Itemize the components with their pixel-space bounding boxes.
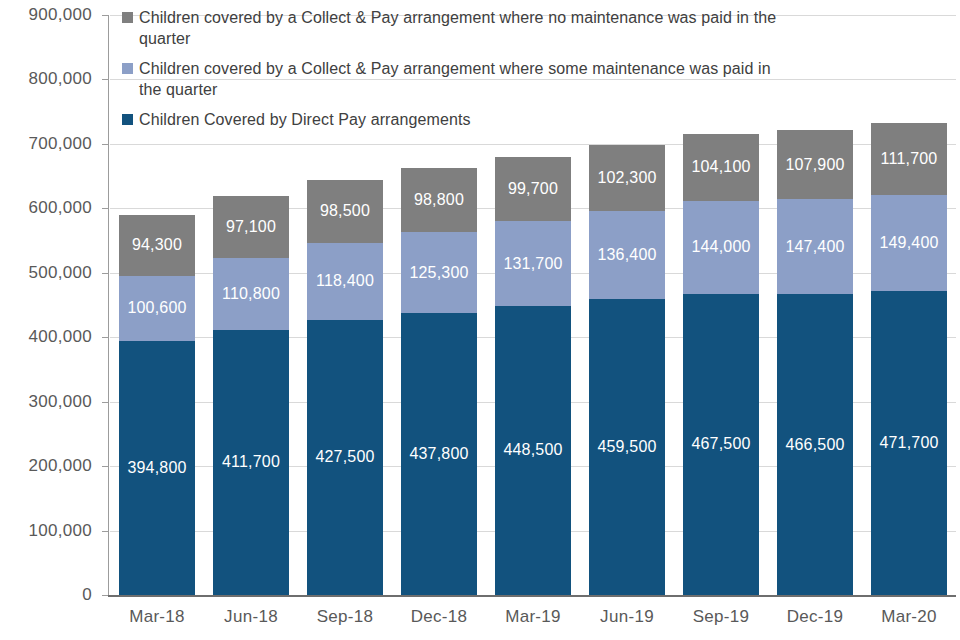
bar-segment: 98,500 <box>307 180 383 243</box>
bar-value-label: 98,500 <box>320 202 370 220</box>
y-tick-mark <box>102 79 108 80</box>
bar-segment: 471,700 <box>871 291 947 595</box>
bar-segment: 131,700 <box>495 221 571 306</box>
stacked-bar-chart: 0 100,000 200,000 300,000 400,000 500,000 600,… <box>0 0 960 640</box>
bar-segment: 107,900 <box>777 130 853 200</box>
bar-value-label: 471,700 <box>879 434 938 452</box>
bar-segment: 149,400 <box>871 195 947 291</box>
bar-segment: 125,300 <box>401 232 477 313</box>
bar-value-label: 448,500 <box>503 441 562 459</box>
bar-value-label: 97,100 <box>226 218 276 236</box>
bar-segment: 147,400 <box>777 199 853 294</box>
x-tick-label: Jun-19 <box>580 606 674 628</box>
y-tick-mark <box>102 531 108 532</box>
bar-segment: 118,400 <box>307 243 383 319</box>
y-tick-label: 300,000 <box>0 391 92 413</box>
bar-value-label: 104,100 <box>691 158 750 176</box>
bar-segment: 448,500 <box>495 306 571 595</box>
bar-segment: 411,700 <box>213 330 289 595</box>
bar-segment: 110,800 <box>213 258 289 329</box>
y-tick-label: 700,000 <box>0 133 92 155</box>
x-tick-label: Mar-18 <box>110 606 204 628</box>
bar-value-label: 131,700 <box>503 255 562 273</box>
bar-value-label: 107,900 <box>785 156 844 174</box>
bar-segment: 94,300 <box>119 215 195 276</box>
legend-item-some-maintenance: Children covered by a Collect & Pay arra… <box>122 58 922 100</box>
y-tick-mark <box>102 466 108 467</box>
bar-segment: 459,500 <box>589 299 665 595</box>
legend-label-some-maintenance: Children covered by a Collect & Pay arra… <box>139 58 794 100</box>
bar-segment: 427,500 <box>307 320 383 596</box>
bar-value-label: 147,400 <box>785 238 844 256</box>
bar-value-label: 466,500 <box>785 436 844 454</box>
bar-segment: 136,400 <box>589 211 665 299</box>
legend-item-direct-pay: Children Covered by Direct Pay arrangeme… <box>122 109 922 130</box>
legend-item-no-maintenance: Children covered by a Collect & Pay arra… <box>122 7 922 49</box>
bar-value-label: 136,400 <box>597 246 656 264</box>
bar-value-label: 144,000 <box>691 238 750 256</box>
bar-value-label: 459,500 <box>597 438 656 456</box>
x-tick-label: Dec-19 <box>768 606 862 628</box>
bar-value-label: 411,700 <box>222 453 280 471</box>
bar-value-label: 437,800 <box>409 445 468 463</box>
x-tick-label: Sep-19 <box>674 606 768 628</box>
bar-segment: 98,800 <box>401 168 477 232</box>
bar-value-label: 125,300 <box>409 264 468 282</box>
y-tick-mark <box>102 337 108 338</box>
legend: Children covered by a Collect & Pay arra… <box>122 7 922 139</box>
x-tick-label: Jun-18 <box>204 606 298 628</box>
y-tick-label: 800,000 <box>0 68 92 90</box>
bar-value-label: 110,800 <box>222 285 280 303</box>
y-tick-label: 500,000 <box>0 262 92 284</box>
bar-segment: 97,100 <box>213 196 289 259</box>
bar-value-label: 111,700 <box>881 150 938 168</box>
legend-swatch-some-maintenance-icon <box>122 63 133 74</box>
bar-segment: 437,800 <box>401 313 477 595</box>
bar-value-label: 102,300 <box>597 169 656 187</box>
x-tick-label: Dec-18 <box>392 606 486 628</box>
bar-segment: 467,500 <box>683 294 759 595</box>
bar-value-label: 427,500 <box>315 448 374 466</box>
bar-segment: 104,100 <box>683 134 759 201</box>
bar-segment: 99,700 <box>495 157 571 221</box>
y-tick-label: 400,000 <box>0 326 92 348</box>
y-tick-label: 0 <box>0 584 92 606</box>
y-tick-mark <box>102 15 108 16</box>
bar-value-label: 94,300 <box>132 236 182 254</box>
bar-value-label: 98,800 <box>414 191 464 209</box>
x-tick-label: Mar-19 <box>486 606 580 628</box>
y-tick-label: 900,000 <box>0 4 92 26</box>
legend-label-direct-pay: Children Covered by Direct Pay arrangeme… <box>139 109 471 130</box>
bar-segment: 102,300 <box>589 145 665 211</box>
y-tick-label: 100,000 <box>0 520 92 542</box>
y-tick-mark <box>102 208 108 209</box>
bar-segment: 394,800 <box>119 341 195 595</box>
bar-value-label: 118,400 <box>316 272 374 290</box>
bar-value-label: 394,800 <box>127 459 186 477</box>
legend-label-no-maintenance: Children covered by a Collect & Pay arra… <box>139 7 794 49</box>
x-tick-label: Mar-20 <box>862 606 956 628</box>
bar-value-label: 467,500 <box>691 435 750 453</box>
legend-swatch-direct-pay-icon <box>122 114 133 125</box>
y-tick-mark <box>102 273 108 274</box>
bar-value-label: 149,400 <box>879 234 938 252</box>
y-tick-mark <box>102 144 108 145</box>
y-tick-label: 200,000 <box>0 455 92 477</box>
bar-segment: 100,600 <box>119 276 195 341</box>
y-tick-mark <box>102 402 108 403</box>
y-tick-mark <box>102 595 108 596</box>
bar-value-label: 100,600 <box>127 299 186 317</box>
legend-swatch-no-maintenance-icon <box>122 12 133 23</box>
x-tick-label: Sep-18 <box>298 606 392 628</box>
bar-value-label: 99,700 <box>508 180 558 198</box>
bar-segment: 466,500 <box>777 294 853 595</box>
bar-segment: 144,000 <box>683 201 759 294</box>
y-axis-line <box>108 15 109 595</box>
y-tick-label: 600,000 <box>0 197 92 219</box>
x-axis-line <box>108 595 956 597</box>
